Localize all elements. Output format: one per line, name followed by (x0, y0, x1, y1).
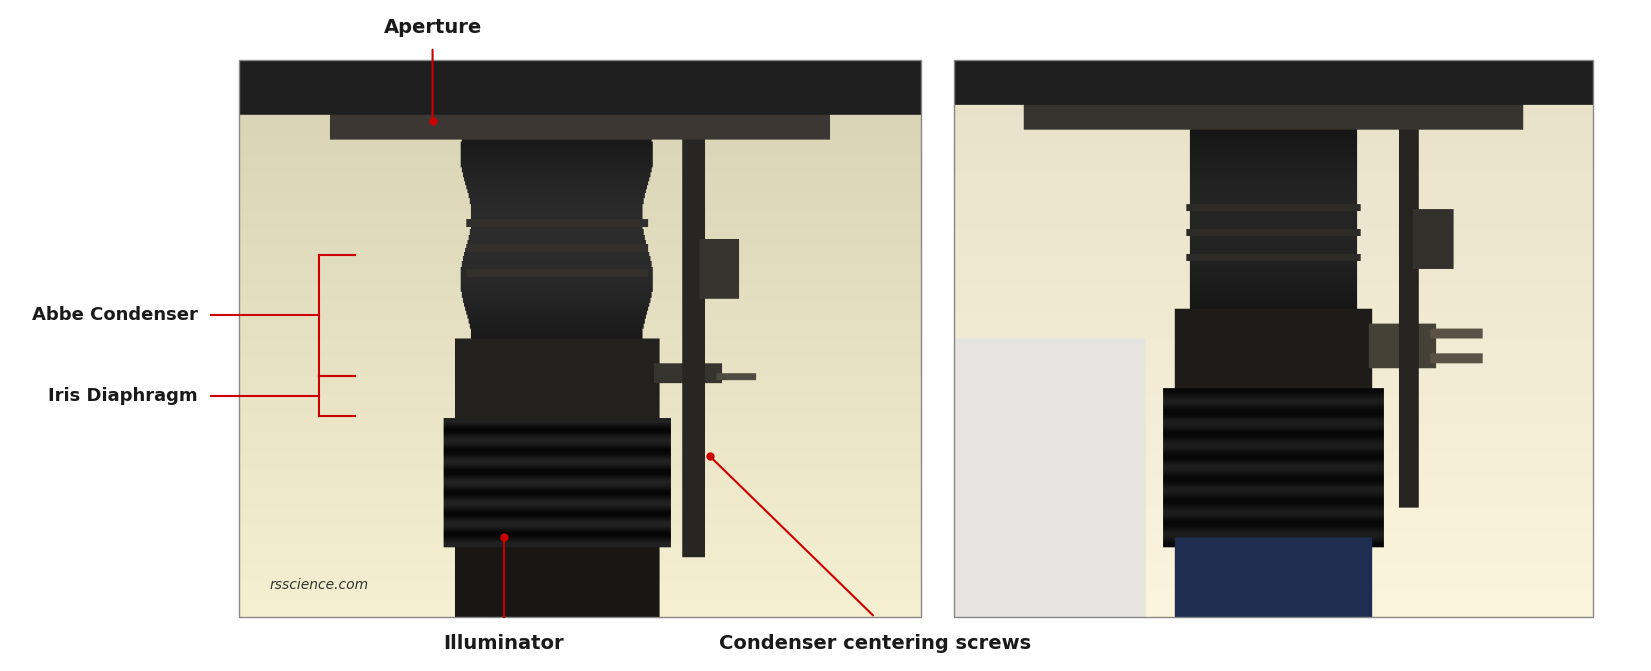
Bar (954, 60, 1593, 617)
Text: Illuminator: Illuminator (442, 634, 565, 653)
Bar (239, 60, 921, 617)
Text: Condenser centering screws: Condenser centering screws (718, 634, 1032, 653)
Text: Iris Diaphragm: Iris Diaphragm (48, 387, 198, 405)
Text: Abbe Condenser: Abbe Condenser (33, 307, 198, 324)
Text: Aperture: Aperture (383, 18, 482, 37)
Text: rsscience.com: rsscience.com (269, 578, 368, 592)
